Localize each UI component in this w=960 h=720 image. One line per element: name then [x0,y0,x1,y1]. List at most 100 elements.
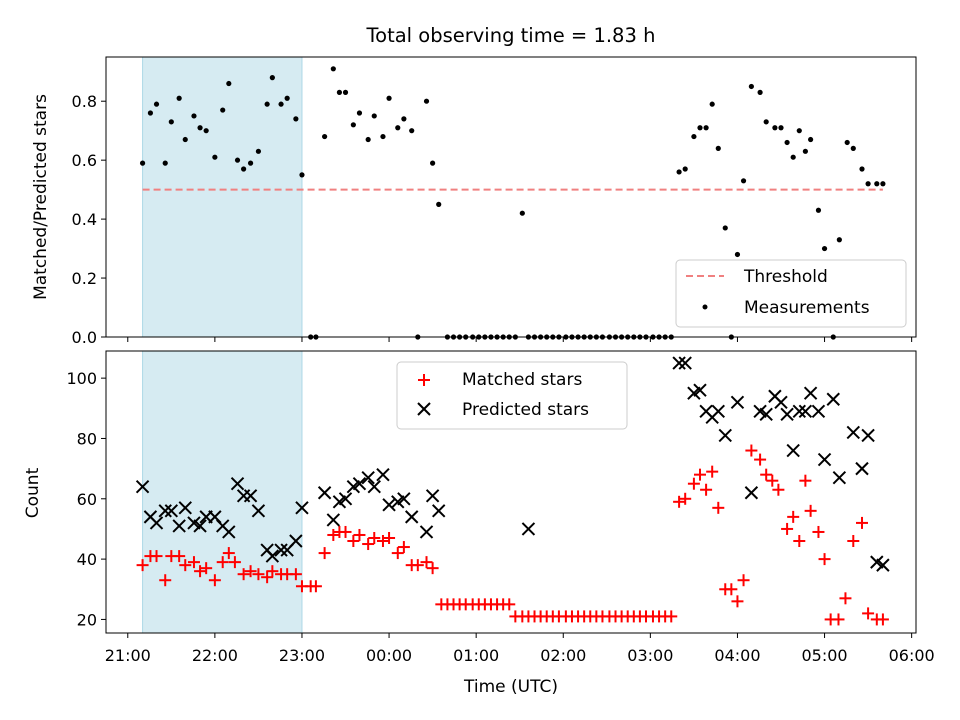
matched-star-marker [397,541,410,554]
measurement-point [269,75,275,81]
matched-star-marker [208,574,221,587]
predicted-star-marker [425,489,440,503]
matched-star-marker [665,610,678,623]
predicted-star-marker [711,404,725,419]
measurement-point [234,157,241,163]
measurement-point [430,160,436,166]
predicted-star-marker [135,480,150,494]
matched-star-marker [159,574,172,587]
predicted-star-marker [811,404,826,419]
predicted-star-marker [759,407,773,422]
matched-star-marker [200,562,213,575]
predicted-star-marker [172,519,186,533]
predicted-star-marker [352,476,367,491]
predicted-star-marker [265,549,280,563]
predicted-star-marker [774,395,788,409]
top-y-tick-label: 0.4 [72,210,97,229]
bottom-y-tick-label: 80 [77,429,97,448]
measurement-point [284,95,290,101]
predicted-star-marker [678,356,692,370]
predicted-star-marker [876,558,890,572]
bottom-x-axis-label: Time (UTC) [463,677,558,697]
bottom-panel: 20 40 60 80 100 21:00 22:00 23:00 00:00 01:00 02:… [23,350,935,697]
predicted-star-marker [251,504,266,518]
predicted-star-marker [786,443,800,458]
matched-star-marker [687,477,700,490]
measurement-point [436,201,442,207]
predicted-star-marker [382,498,396,512]
predicted-star-marker [693,383,707,397]
predicted-star-marker [672,356,686,370]
bottom-x-axis-ticks: 21:00 22:00 23:00 00:00 01:00 02:00 03:00 04:00… [105,633,935,665]
measurement-point [241,166,247,172]
measurement-point [226,80,232,87]
legend-measurements-swatch [702,304,708,310]
measurement-point [691,133,697,140]
matched-star-marker [339,525,352,538]
matched-star-marker [818,553,831,566]
measurement-point [836,237,842,243]
matched-star-marker [289,568,302,581]
measurement-point [859,166,865,172]
measurement-point [815,207,822,213]
matched-star-marker [179,559,192,572]
measurement-point [757,89,763,95]
measurement-point [865,181,871,187]
measurement-point [874,181,880,187]
measurement-point [203,128,209,134]
matched-star-marker [694,468,706,481]
measurement-point [722,225,728,231]
measurement-point [197,125,203,131]
matched-star-marker [222,547,235,560]
matched-star-marker [309,580,322,593]
measurement-point [734,251,741,258]
measurement-point [139,160,146,166]
matched-star-marker [754,453,767,466]
top-y-axis-label: Matched/Predicted stars [31,94,51,300]
measurement-point [220,107,226,113]
matched-star-marker [725,583,738,596]
predicted-star-marker [295,501,309,515]
predicted-star-marker [405,510,419,524]
bottom-y-tick-label: 100 [66,369,97,388]
measurement-point [356,110,363,116]
matched-star-marker [712,501,725,514]
legend-measurements-label: Measurements [744,298,870,318]
matched-star-marker [327,528,340,541]
matched-star-marker [760,468,773,481]
measurement-point [371,113,377,119]
measurement-point [850,145,856,151]
predicted-star-marker [149,516,164,530]
measurement-point [212,154,218,160]
matched-star-marker [362,538,375,551]
matched-star-marker [706,465,719,478]
top-chart-title: Total observing time = 1.83 h [366,24,656,47]
legend-matched-label: Matched stars [462,370,582,390]
matched-star-marker [420,556,433,569]
bottom-y-axis-ticks: 20 40 60 80 100 [66,369,106,629]
top-legend: Threshold Measurements [675,259,907,328]
measurement-point [715,145,721,151]
matched-star-marker [368,531,381,544]
measurement-point [796,128,802,134]
measurement-point [182,136,188,143]
matched-star-marker [793,535,806,548]
measurement-point [703,125,709,131]
predicted-star-marker [367,480,381,494]
legend-predicted-swatch [417,402,431,416]
measurement-point [808,136,814,143]
bottom-axes-frame [105,350,917,634]
predicted-star-marker [158,504,172,518]
predicted-star-marker [826,392,840,406]
top-y-tick-label: 0.6 [72,151,97,170]
measurement-point [365,136,371,143]
measurement-point [784,139,790,146]
predicted-star-marker [230,476,245,491]
measurement-point [299,172,305,178]
bottom-shaded-span [142,350,303,634]
measurement-point [176,95,182,101]
bottom-y-tick-label: 40 [77,550,97,569]
bottom-x-tick-label: 00:00 [366,646,412,665]
predicted-star-marker [193,519,207,533]
matched-star-marker [856,516,868,529]
